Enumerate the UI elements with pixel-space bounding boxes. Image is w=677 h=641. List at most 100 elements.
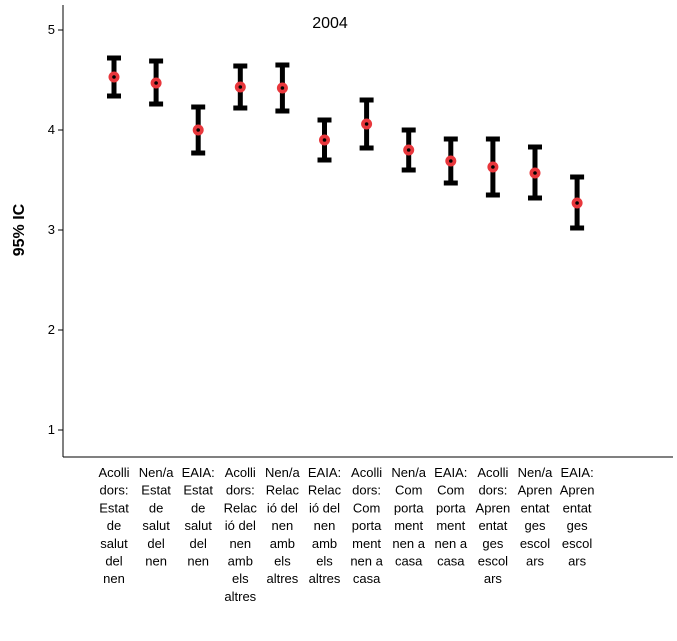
category-label-line: ió del [225,518,256,533]
category-label: Acolli dors: Com porta ment nen a casa [350,465,383,586]
category-label-line: amb [270,536,295,551]
mean-point-center [364,122,369,126]
category-label-line: Acolli [351,465,382,480]
category-label-line: nen [103,571,125,586]
error-bar-group [191,104,206,156]
category-label-line: entat [478,518,507,533]
category-label-line: altres [267,571,299,586]
error-bar-group [149,58,164,107]
category-label-line: Acolli [98,465,129,480]
category-label: Acolli dors: Estat de salut del nen [98,465,129,586]
mean-point-center [112,75,116,79]
category-label-line: entat [563,500,592,515]
category-label-line: Com [437,483,464,498]
mean-point-center [238,85,243,89]
mean-point-center [406,148,411,152]
category-label-line: nen a [350,554,383,569]
category-label-line: ars [484,571,503,586]
category-label-line: Relac [224,500,258,515]
category-label-line: ment [436,518,465,533]
category-label-line: els [274,554,291,569]
axes: 1 2 3 4 5 [48,5,673,458]
category-label-line: Nen/a [518,465,553,480]
category-label-line: de [107,518,121,533]
mean-point-center [322,138,327,142]
category-label-line: de [191,500,205,515]
data-marks [107,55,585,231]
category-label-line: entat [521,500,550,515]
category-label: EAIA: Estat de salut del nen [182,465,215,569]
mean-point-center [154,81,158,85]
error-bar-group [443,136,458,186]
category-label-line: nen a [392,536,425,551]
chart-title: 2004 [312,15,348,32]
category-label-line: casa [437,554,465,569]
category-label-line: nen [145,554,167,569]
error-bar-group [107,55,121,99]
category-label: Acolli dors: Relac ió del nen amb els altres [224,465,258,604]
category-label-line: Acolli [225,465,256,480]
error-bar-group [359,97,374,151]
category-label-line: salut [142,518,170,533]
category-label-line: nen [314,518,336,533]
category-label-line: porta [352,518,382,533]
category-label-line: ió del [309,500,340,515]
category-label-line: dors: [100,483,129,498]
category-label-line: casa [353,571,381,586]
category-label: EAIA: Relac ió del nen amb els altres [308,465,342,586]
y-axis-label: 95% IC [11,203,28,256]
category-label-line: salut [184,518,212,533]
mean-point-center [491,165,495,169]
error-bar-group [528,144,542,201]
category-label-line: nen [229,536,251,551]
category-label-line: EAIA: [182,465,215,480]
error-bar-group [485,136,500,198]
category-label-line: dors: [226,483,255,498]
y-tick-label: 1 [48,422,55,437]
y-tick-label: 4 [48,122,55,137]
category-label-line: del [147,536,164,551]
y-tick-label: 2 [48,322,55,337]
category-label-line: ars [526,554,545,569]
category-label-line: Apren [560,483,595,498]
category-label-line: Nen/a [391,465,426,480]
error-bar-group [317,117,332,163]
category-label-line: ges [525,518,546,533]
category-label: Nen/a Relac ió del nen amb els altres [265,465,300,586]
category-label-line: ges [482,536,503,551]
category-label-line: amb [312,536,337,551]
category-label-line: Estat [99,500,129,515]
category-label: Acolli dors: Apren entat ges escol ars [476,465,511,586]
category-label-line: Acolli [477,465,508,480]
category-label: EAIA: Apren entat ges escol ars [560,465,595,569]
category-label-line: ment [352,536,381,551]
category-label-line: Nen/a [265,465,300,480]
category-label-line: altres [309,571,341,586]
category-label-line: Com [395,483,422,498]
category-label-line: Relac [308,483,342,498]
category-label-line: Com [353,500,380,515]
category-label-line: porta [394,500,424,515]
category-label-line: Apren [476,500,511,515]
category-label-line: nen a [435,536,468,551]
category-label-line: del [190,536,207,551]
category-label-line: Estat [141,483,171,498]
error-bar-group [401,127,416,173]
category-label-line: dors: [352,483,381,498]
error-bar-group [275,62,290,114]
y-tick-label: 3 [48,222,55,237]
category-label-line: escol [478,554,508,569]
category-label-line: nen [272,518,294,533]
category-label-line: casa [395,554,423,569]
category-label-line: salut [100,536,128,551]
category-label-line: els [316,554,333,569]
category-label-line: EAIA: [308,465,341,480]
category-label-line: Apren [518,483,553,498]
mean-point-center [196,128,200,132]
category-label-line: Relac [266,483,300,498]
category-label-line: Estat [183,483,213,498]
mean-point-center [280,86,285,90]
category-label-line: altres [224,589,256,604]
category-label: Nen/a Com porta ment nen a casa [391,465,426,569]
